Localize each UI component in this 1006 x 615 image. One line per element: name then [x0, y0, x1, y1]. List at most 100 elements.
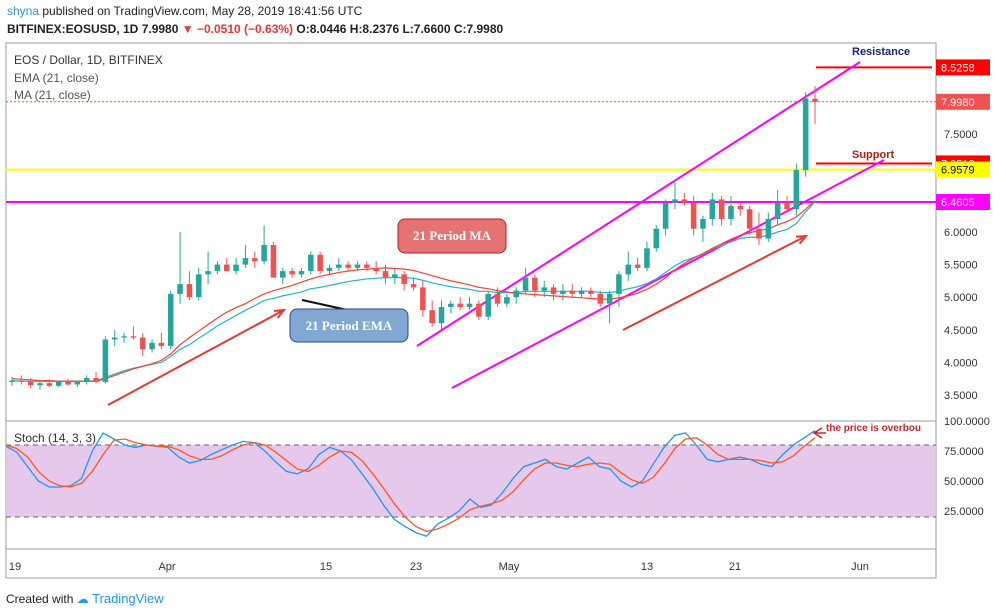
candle-body: [177, 284, 183, 294]
candle-body: [289, 271, 295, 275]
candle-body: [336, 264, 342, 268]
candle-body: [644, 248, 650, 268]
candle-body: [392, 274, 398, 278]
candle-body: [158, 342, 165, 347]
candle-body: [93, 377, 99, 382]
candle-body: [354, 264, 361, 268]
price-tick: 3.5000: [944, 390, 978, 402]
candle-body: [149, 342, 155, 350]
candle-body: [606, 293, 613, 304]
symbol-text: BITFINEX:EOSUSD, 1D: [7, 22, 139, 36]
price-tick: 5.0000: [944, 292, 978, 304]
candle-body: [756, 228, 762, 239]
candle-body: [261, 245, 267, 262]
candle-body: [83, 377, 90, 382]
candles: [9, 86, 818, 390]
stoch-lines: [5, 430, 816, 537]
candle-body: [466, 303, 473, 307]
support-label: Support: [852, 149, 894, 161]
candle-body: [625, 264, 632, 275]
time-axis: 19 Apr 15 23 May 13 21 Jun: [9, 561, 869, 573]
candle-body: [532, 277, 538, 291]
candle-body: [37, 383, 43, 386]
time-tick: 15: [320, 561, 332, 573]
time-tick: 13: [641, 561, 653, 573]
candle-body: [485, 293, 491, 317]
resistance-label: Resistance: [852, 46, 910, 58]
price-label-text: 8.5258: [941, 62, 975, 74]
candle-body: [634, 264, 641, 268]
candle-body: [494, 293, 501, 304]
price-tick: 4.5000: [944, 325, 978, 337]
candle-body: [429, 310, 435, 324]
price-tick: 4.0000: [944, 357, 978, 369]
price-tick: 5.5000: [944, 260, 978, 272]
candle-body: [550, 287, 557, 294]
candle-body: [504, 297, 510, 304]
price-tick: 7.5000: [944, 129, 978, 141]
publish-line: shyna published on TradingView.com, May …: [7, 4, 362, 18]
stoch-d-line: [5, 437, 816, 533]
time-tick: 19: [9, 561, 21, 573]
overbought-note: the price is overbou: [826, 423, 921, 434]
candle-body: [186, 284, 193, 298]
created-with-text: Created with: [6, 592, 74, 606]
candle-body: [214, 264, 221, 272]
price-label-box: [936, 161, 990, 178]
trend-arrow-right: [622, 235, 807, 331]
tradingview-logo-icon: ☁: [76, 592, 89, 606]
candle-body: [27, 381, 34, 386]
price-label-box: [936, 193, 990, 210]
candle-body: [74, 381, 81, 385]
candle-body: [102, 339, 109, 382]
candle-body: [448, 303, 454, 307]
candle-body: [746, 209, 753, 229]
price-label-box: [936, 59, 990, 76]
time-tick: 21: [729, 561, 741, 573]
legend-ema[interactable]: EMA (21, close): [14, 71, 99, 85]
symbol-line: BITFINEX:EOSUSD, 1D 7.9980 ▼ −0.0510 (−0…: [7, 22, 503, 36]
candle-body: [560, 290, 566, 294]
horizontal-levels: [6, 66, 936, 203]
price-label-text: 6.9579: [941, 165, 975, 177]
ma-callout-text: 21 Period MA: [413, 228, 492, 243]
trend-arrow-right-head-icon: [795, 234, 809, 245]
candle-body: [205, 271, 211, 275]
candle-body: [270, 245, 277, 278]
time-tick: Apr: [158, 561, 175, 573]
candle-body: [709, 199, 716, 219]
candle-body: [55, 381, 62, 386]
ema-callout: 21 Period EMA: [289, 299, 409, 343]
candle-body: [139, 337, 146, 350]
candle-body: [653, 228, 660, 249]
candle-body: [167, 293, 174, 347]
candle-body: [420, 287, 426, 311]
ema-callout-text: 21 Period EMA: [306, 318, 393, 333]
candle-body: [280, 271, 286, 278]
candle-body: [765, 218, 772, 239]
candle-body: [326, 267, 333, 272]
candle-body: [578, 290, 585, 294]
candle-body: [401, 274, 407, 285]
candle-body: [737, 205, 744, 210]
candle-body: [130, 336, 137, 338]
price-label-text: 6.4605: [941, 197, 975, 209]
published-text: published on TradingView.com, May 28, 20…: [42, 4, 363, 18]
candle-body: [111, 337, 118, 340]
down-arrow-icon: ▼: [181, 22, 194, 36]
tradingview-brand[interactable]: TradingView: [92, 591, 164, 606]
author-link[interactable]: shyna: [7, 4, 40, 18]
legend-ma[interactable]: MA (21, close): [14, 88, 91, 102]
channel-lower-line: [451, 159, 885, 389]
candle-body: [382, 271, 389, 278]
candle-body: [195, 274, 202, 298]
stoch-tick: 50.0000: [944, 476, 984, 488]
legend-stoch[interactable]: Stoch (14, 3, 3): [14, 431, 96, 445]
stoch-tick: 75.0000: [944, 446, 984, 458]
candle-body: [242, 258, 249, 265]
candle-body: [662, 202, 669, 229]
candle-body: [690, 202, 697, 229]
price-label-text: 7.9980: [941, 97, 975, 109]
